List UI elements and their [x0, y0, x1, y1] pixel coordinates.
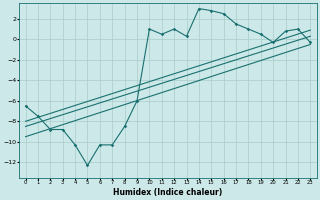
X-axis label: Humidex (Indice chaleur): Humidex (Indice chaleur)	[113, 188, 223, 197]
